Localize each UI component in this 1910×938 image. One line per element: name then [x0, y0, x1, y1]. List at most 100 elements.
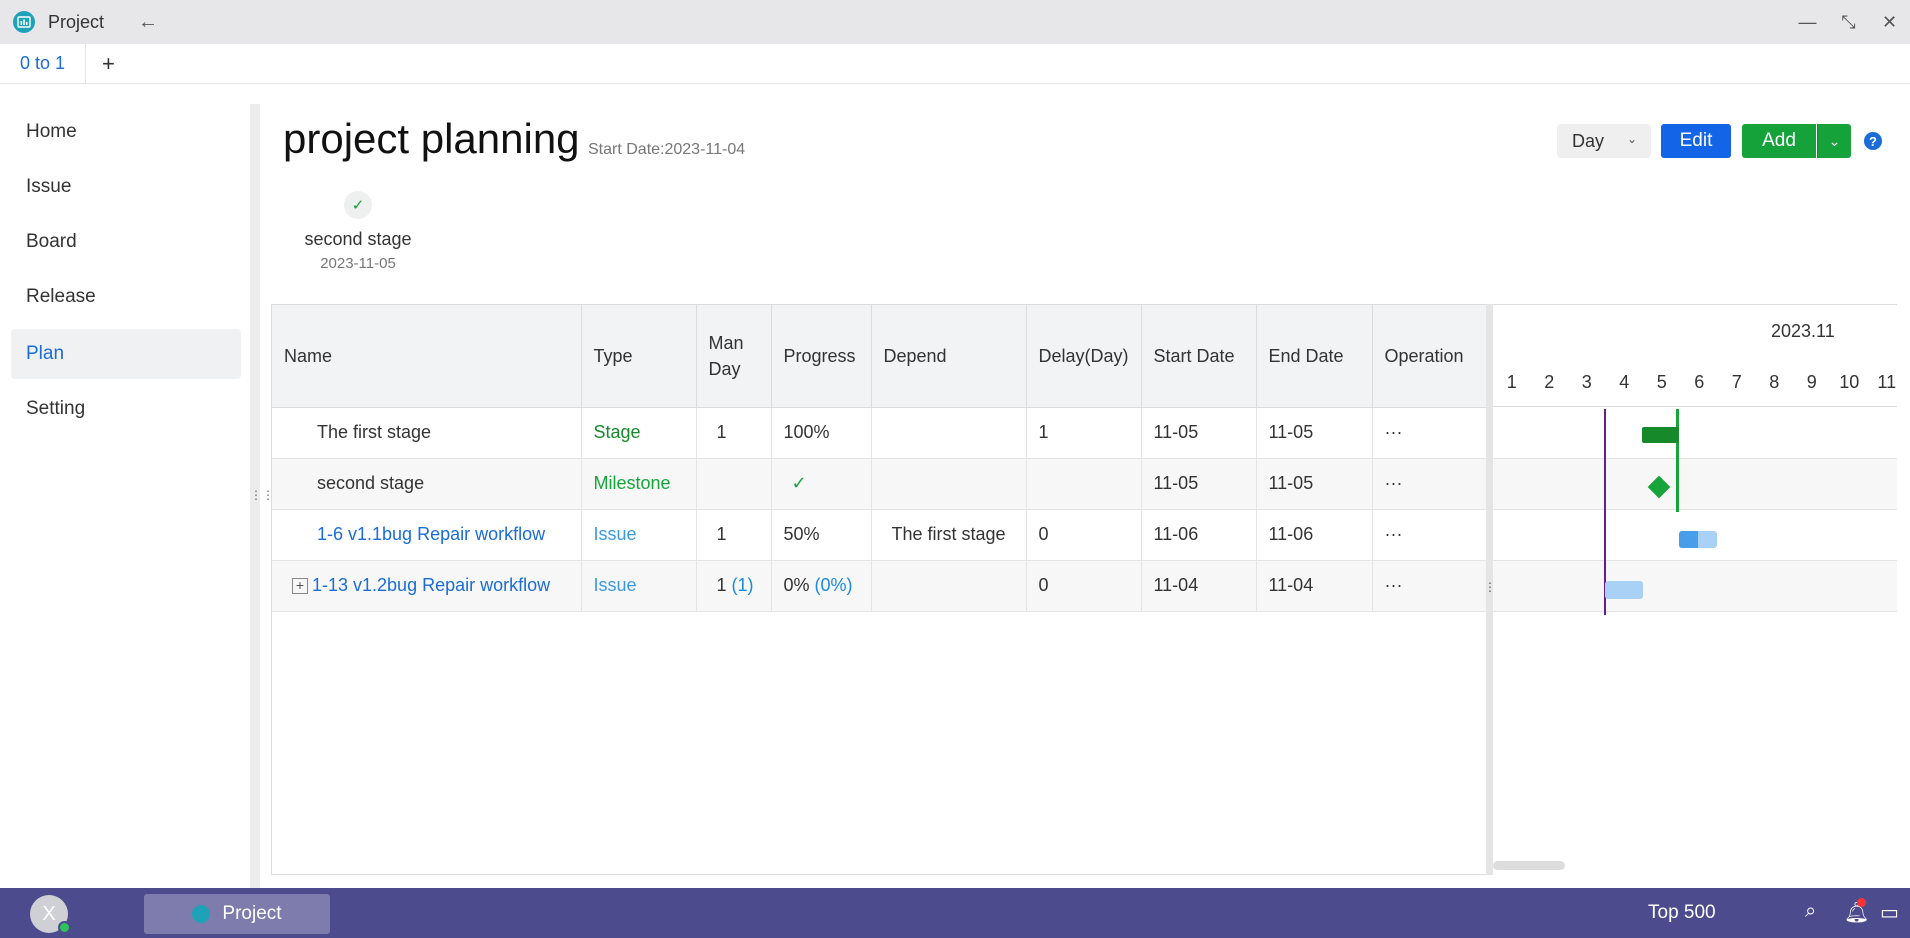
milestone-date: 2023-11-05 [320, 255, 396, 272]
row-delay: 0 [1026, 560, 1142, 612]
gantt-row [1493, 408, 1897, 459]
row-type: Issue [581, 509, 697, 561]
restore-icon[interactable]: ⤡ [1841, 11, 1856, 32]
sidebar-splitter[interactable] [250, 104, 260, 888]
sidebar-item-label: Board [26, 231, 77, 252]
sidebar-item-home[interactable]: Home [11, 107, 241, 157]
row-man-day-cell: 1 (1) [696, 560, 772, 612]
row-progress: 0% [783, 575, 810, 595]
taskbar: X Project Top 500 ⌕ 🔔︎ ▭ [0, 888, 1910, 938]
add-dropdown-chevron-icon[interactable]: ⌄ [1817, 124, 1851, 158]
gantt-day-label: 1 [1506, 372, 1517, 392]
window-controls: — ⤡ ✕ [1787, 0, 1910, 44]
row-progress-sub: (0%) [814, 575, 853, 595]
gantt-bar-stage[interactable] [1642, 427, 1679, 443]
search-icon[interactable]: ⌕ [1805, 900, 1817, 922]
row-more-icon[interactable]: ··· [1372, 407, 1488, 459]
gantt-bar-issue[interactable] [1605, 581, 1643, 599]
tab-bar: 0 to 1 + [0, 44, 1910, 84]
sidebar-item-label: Release [26, 286, 96, 307]
gantt-scrollbar[interactable] [1493, 861, 1565, 870]
row-man-day-sub: (1) [731, 575, 754, 595]
row-more-icon[interactable]: ··· [1372, 509, 1488, 561]
row-more-icon[interactable]: ··· [1372, 458, 1488, 510]
row-progress-cell: 0% (0%) [771, 560, 872, 612]
row-name-link[interactable]: 1-6 v1.1bug Repair workflow [272, 509, 582, 561]
sidebar-item-issue[interactable]: Issue [11, 162, 241, 212]
view-mode-select[interactable]: Day ⌄ [1557, 124, 1651, 158]
sidebar-item-setting[interactable]: Setting [11, 384, 241, 434]
app-logo-icon [192, 905, 211, 923]
close-icon[interactable]: ✕ [1881, 11, 1898, 32]
gantt-day-label: 7 [1731, 372, 1742, 392]
sidebar-item-release[interactable]: Release [11, 272, 241, 322]
row-end-date: 11-05 [1256, 407, 1373, 459]
title-bar: Project ← — ⤡ ✕ [0, 0, 1910, 44]
back-arrow-icon[interactable]: ← [138, 10, 159, 33]
column-header-type[interactable]: Type [581, 305, 697, 408]
row-name: second stage [272, 458, 582, 510]
milestone-name: second stage [304, 229, 412, 249]
bell-icon[interactable]: 🔔︎ [1844, 902, 1870, 924]
table-row[interactable]: The first stage Stage 1 100% 1 11-05 11-… [272, 407, 1488, 459]
taskbar-app-project[interactable]: Project [144, 894, 330, 934]
sidebar-item-plan[interactable]: Plan [11, 329, 241, 379]
edit-button[interactable]: Edit [1661, 124, 1731, 158]
row-depend [871, 560, 1027, 612]
video-icon[interactable]: ▭ [1880, 902, 1899, 924]
column-header-end-date[interactable]: End Date [1256, 305, 1373, 408]
gantt-day-label: 2 [1544, 372, 1555, 392]
gantt-day-label: 3 [1581, 372, 1592, 392]
table-row[interactable]: 1-6 v1.1bug Repair workflow Issue 1 50% … [272, 509, 1488, 561]
gantt-row [1493, 510, 1897, 561]
row-end-date: 11-05 [1256, 458, 1373, 510]
row-name-cell: +1-13 v1.2bug Repair workflow [272, 560, 582, 612]
column-header-man-day-label: Man Day [708, 332, 744, 379]
minimize-icon[interactable]: — [1798, 11, 1817, 32]
column-header-operation[interactable]: Operation [1372, 305, 1488, 408]
row-progress: 100% [771, 407, 872, 459]
taskbar-app-label: Project [222, 903, 282, 924]
milestone-check-icon[interactable]: ✓ [344, 191, 372, 219]
add-tab-button[interactable]: + [102, 50, 115, 76]
gantt-splitter[interactable] [1486, 304, 1493, 875]
column-header-name[interactable]: Name [272, 305, 582, 408]
column-header-man-day[interactable]: Man Day [696, 305, 772, 408]
table-row[interactable]: second stage Milestone ✓ 11-05 11-05 ··· [272, 458, 1488, 510]
row-progress-check-icon: ✓ [771, 458, 872, 510]
row-start-date: 11-06 [1141, 509, 1257, 561]
view-mode-value: Day [1572, 130, 1605, 151]
column-header-depend[interactable]: Depend [871, 305, 1027, 408]
help-icon[interactable]: ? [1864, 132, 1882, 150]
row-type: Milestone [581, 458, 697, 510]
online-status-dot [58, 921, 71, 934]
row-progress: 50% [771, 509, 872, 561]
row-type: Issue [581, 560, 697, 612]
add-button[interactable]: Add [1742, 124, 1816, 158]
drag-handle-icon[interactable]: ⋮⋮ [250, 488, 274, 502]
gantt-bar-issue[interactable] [1679, 531, 1717, 548]
row-end-date: 11-04 [1256, 560, 1373, 612]
chevron-down-icon: ⌄ [1626, 132, 1637, 146]
column-header-delay[interactable]: Delay(Day) [1026, 305, 1142, 408]
sidebar-item-label: Setting [26, 398, 86, 419]
gantt-month-label: 2023.11 [1771, 321, 1835, 341]
row-more-icon[interactable]: ··· [1372, 560, 1488, 612]
row-name-link[interactable]: 1-13 v1.2bug Repair workflow [312, 575, 551, 595]
row-man-day: 1 [696, 509, 772, 561]
tab-project[interactable]: 0 to 1 [0, 44, 87, 83]
table-row[interactable]: +1-13 v1.2bug Repair workflow Issue 1 (1… [272, 560, 1488, 612]
row-delay: 0 [1026, 509, 1142, 561]
gantt-today-line [1604, 409, 1606, 615]
gantt-milestone-line [1676, 409, 1679, 512]
row-type: Stage [581, 407, 697, 459]
sidebar-item-label: Plan [26, 343, 65, 364]
sidebar-item-board[interactable]: Board [11, 217, 241, 267]
gantt-day-label: 9 [1806, 372, 1817, 392]
gantt-day-label: 5 [1656, 372, 1667, 392]
row-end-date: 11-06 [1256, 509, 1373, 561]
expand-plus-icon[interactable]: + [292, 578, 308, 595]
gantt-chart: 2023.11 1 2 3 4 5 6 7 8 9 10 11 [1493, 304, 1897, 875]
column-header-start-date[interactable]: Start Date [1141, 305, 1257, 408]
column-header-progress[interactable]: Progress [771, 305, 872, 408]
